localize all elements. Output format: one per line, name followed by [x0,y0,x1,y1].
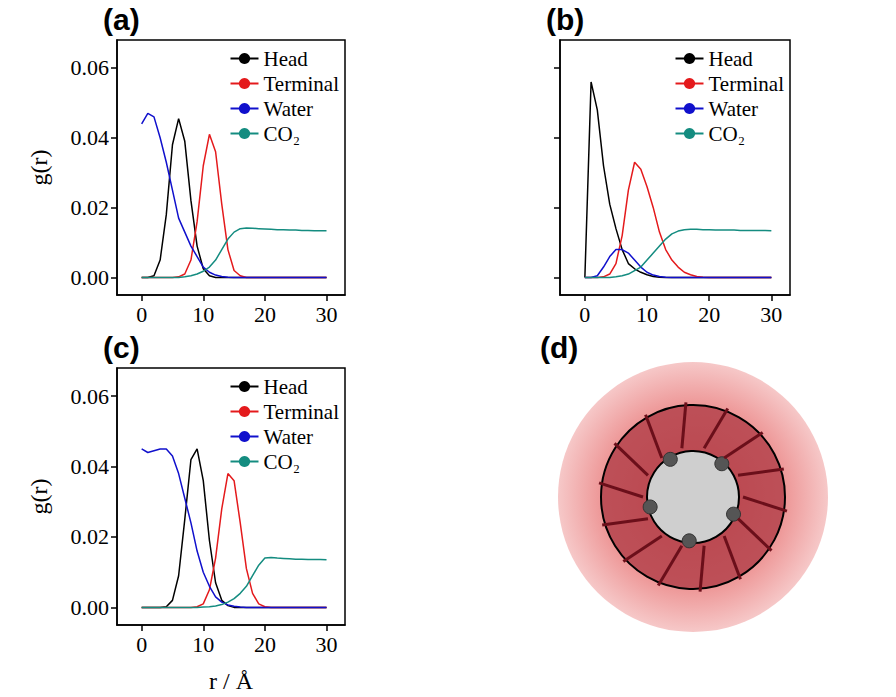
svg-text:30: 30 [316,632,338,657]
svg-text:0.06: 0.06 [71,384,110,409]
svg-text:20: 20 [254,302,276,327]
svg-text:r / Å: r / Å [209,668,254,694]
svg-text:Terminal: Terminal [264,72,340,96]
svg-text:Water: Water [264,97,314,121]
svg-text:(d): (d) [540,331,578,364]
svg-text:Head: Head [264,375,309,399]
svg-text:10: 10 [636,302,658,327]
svg-text:10: 10 [192,302,214,327]
svg-text:30: 30 [316,302,338,327]
svg-text:g(r): g(r) [26,479,52,515]
svg-text:Water: Water [264,425,314,449]
svg-text:20: 20 [254,632,276,657]
svg-text:30: 30 [760,302,782,327]
svg-text:0.04: 0.04 [71,454,110,479]
svg-text:0.02: 0.02 [71,524,110,549]
svg-text:Terminal: Terminal [709,72,785,96]
svg-text:(c): (c) [103,331,140,364]
svg-text:(a): (a) [103,3,140,36]
svg-text:CO₂: CO₂ [709,122,746,146]
svg-text:Head: Head [264,47,309,71]
svg-text:0.04: 0.04 [71,125,110,150]
svg-text:0.06: 0.06 [71,55,110,80]
svg-text:Terminal: Terminal [264,400,340,424]
svg-text:0.00: 0.00 [71,595,110,620]
svg-text:10: 10 [192,632,214,657]
svg-text:Water: Water [709,97,759,121]
svg-text:20: 20 [698,302,720,327]
svg-text:0.00: 0.00 [71,265,110,290]
svg-text:Head: Head [709,47,754,71]
svg-text:0: 0 [136,632,147,657]
svg-text:0: 0 [579,302,590,327]
svg-text:(b): (b) [546,3,584,36]
svg-text:g(r): g(r) [26,150,52,186]
svg-text:CO₂: CO₂ [264,122,301,146]
svg-text:0.02: 0.02 [71,195,110,220]
svg-text:CO₂: CO₂ [264,450,301,474]
svg-text:0: 0 [136,302,147,327]
